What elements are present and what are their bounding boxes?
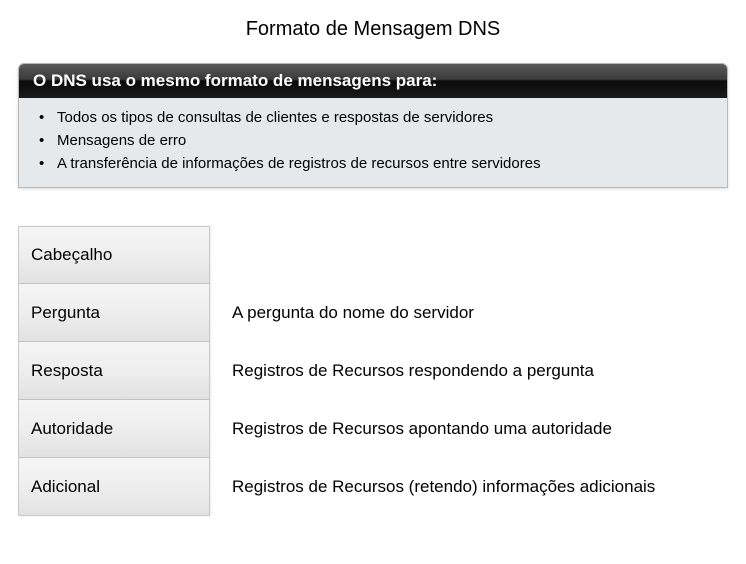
page-title: Formato de Mensagem DNS [0, 0, 746, 63]
table-row: Autoridade Registros de Recursos apontan… [18, 400, 746, 458]
info-box: O DNS usa o mesmo formato de mensagens p… [18, 63, 728, 188]
info-list: Todos os tipos de consultas de clientes … [57, 106, 707, 175]
section-desc: Registros de Recursos apontando uma auto… [210, 419, 612, 439]
message-format-table: Cabeçalho Pergunta A pergunta do nome do… [18, 226, 746, 516]
section-label-question: Pergunta [18, 284, 210, 342]
table-row: Pergunta A pergunta do nome do servidor [18, 284, 746, 342]
table-row: Adicional Registros de Recursos (retendo… [18, 458, 746, 516]
section-label-authority: Autoridade [18, 400, 210, 458]
info-box-header: O DNS usa o mesmo formato de mensagens p… [19, 64, 727, 98]
section-desc: A pergunta do nome do servidor [210, 303, 474, 323]
section-label-header: Cabeçalho [18, 226, 210, 284]
section-label-additional: Adicional [18, 458, 210, 516]
table-row: Resposta Registros de Recursos responden… [18, 342, 746, 400]
info-box-body: Todos os tipos de consultas de clientes … [19, 98, 727, 187]
info-list-item: Todos os tipos de consultas de clientes … [57, 106, 707, 129]
section-label-answer: Resposta [18, 342, 210, 400]
info-list-item: Mensagens de erro [57, 129, 707, 152]
table-row: Cabeçalho [18, 226, 746, 284]
section-desc: Registros de Recursos respondendo a perg… [210, 361, 594, 381]
info-list-item: A transferência de informações de regist… [57, 152, 707, 175]
section-desc: Registros de Recursos (retendo) informaç… [210, 477, 655, 497]
